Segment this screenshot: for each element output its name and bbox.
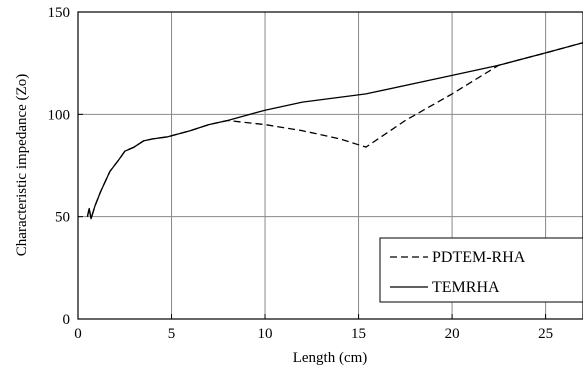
grid [78, 12, 583, 319]
y-tick-label: 100 [48, 107, 71, 123]
y-tick-label: 0 [63, 312, 71, 328]
series-line-pdtem-rha [86, 42, 583, 220]
plot-frame [77, 11, 583, 320]
legend-box [379, 237, 583, 303]
y-tick-label: 50 [55, 210, 70, 226]
x-tick-label: 5 [168, 326, 176, 342]
legend: PDTEM-RHA TEMRHA [379, 237, 583, 303]
y-axis-title: Characteristic impedance (Zo) [14, 74, 30, 256]
x-tick-label: 10 [258, 326, 273, 342]
x-tick-label: 20 [445, 326, 460, 342]
x-tick-label: 15 [351, 326, 366, 342]
legend-label-pdtem-rha: PDTEM-RHA [432, 249, 526, 266]
y-tick-label: 150 [48, 5, 71, 21]
series-lines [86, 42, 583, 220]
x-axis-title: Length (cm) [293, 350, 368, 366]
x-tick-label: 25 [538, 326, 553, 342]
series-line-temrha [86, 42, 583, 220]
legend-label-temrha: TEMRHA [432, 279, 500, 296]
axis-ticks: 0 5 10 15 20 25 0 50 100 150 [48, 5, 554, 342]
x-tick-label: 0 [74, 326, 82, 342]
